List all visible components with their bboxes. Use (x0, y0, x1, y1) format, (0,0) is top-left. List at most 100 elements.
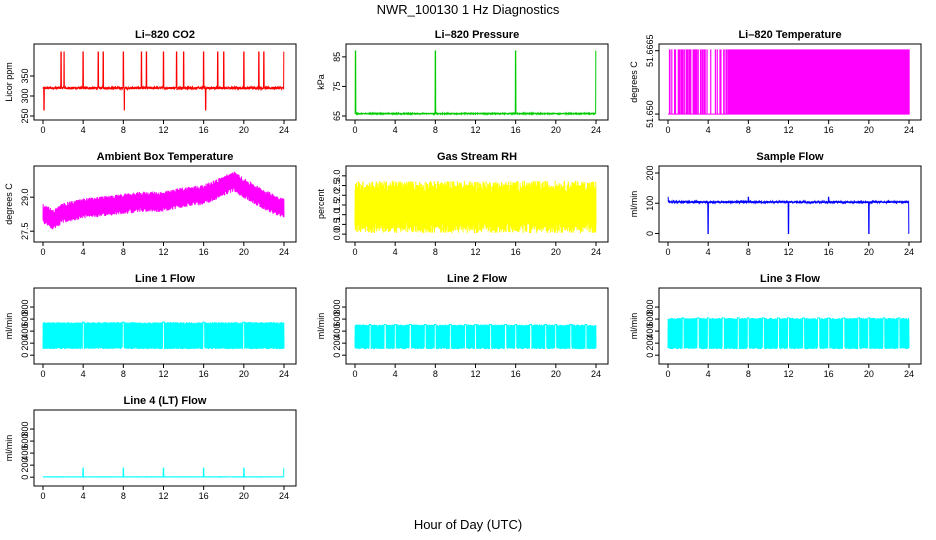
panel-5-plot-frame (345, 165, 609, 243)
panel-7-y-tick-label: 0 (20, 353, 30, 358)
panel-4-title: Ambient Box Temperature (97, 151, 234, 163)
panel-10-y-axis-label: ml/min (4, 435, 14, 462)
panel-1-x-tick-label: 16 (199, 125, 209, 135)
panel-4-y-axis-label: degrees C (4, 183, 14, 225)
panel-3-y-tick-label: 51.650 (645, 100, 655, 128)
panel-2-x-tick-label: 20 (551, 125, 561, 135)
panel-1-x-tick-label: 20 (239, 125, 249, 135)
panel-9-x-tick-label: 16 (824, 369, 834, 379)
panel-7-title: Line 1 Flow (135, 273, 195, 285)
panel-10-x-tick-label: 20 (239, 491, 249, 501)
panel-2-title: Li–820 Pressure (435, 29, 519, 41)
panel-10-y-tick-label: 0 (20, 475, 30, 480)
panel-4-y-tick-label: 29.0 (20, 188, 30, 206)
panel-5: Gas Stream RH 0 4 8 12 16 20 24 0.00.51.01.52.02… (316, 151, 609, 257)
panel-8-plot-frame (345, 287, 609, 365)
panel-10-x-tick-label: 4 (81, 491, 86, 501)
panel-2-y-tick-label: 75 (332, 81, 342, 91)
panel-2-x-tick-label: 4 (393, 125, 398, 135)
panel-8-title: Line 2 Flow (447, 273, 507, 285)
panel-3-x-tick-label: 24 (904, 125, 914, 135)
panel-6-series-line (667, 196, 910, 234)
panel-2-y-tick-label: 85 (332, 52, 342, 62)
panel-6-x-tick-label: 24 (904, 247, 914, 257)
panel-1-x-tick-label: 24 (279, 125, 289, 135)
panel-2-x-tick-label: 0 (352, 125, 357, 135)
panel-10-x-tick-label: 12 (158, 491, 168, 501)
panel-2-y-tick-label: 65 (332, 111, 342, 121)
panel-8-x-tick-label: 20 (551, 369, 561, 379)
panel-6-x-tick-label: 16 (824, 247, 834, 257)
panel-9-y-tick-label: 200 (645, 336, 655, 351)
panel-8-series-line (354, 324, 597, 350)
panel-10: Line 4 (LT) Flow 0 4 8 12 16 20 24 0 200400600800… (4, 395, 297, 501)
panel-1-title: Li–820 CO2 (135, 29, 195, 41)
panel-10-x-tick-label: 8 (121, 491, 126, 501)
panel-8-y-tick-label: 800 (332, 300, 342, 315)
panel-1-x-tick-label: 12 (158, 125, 168, 135)
panel-9-x-tick-label: 8 (746, 369, 751, 379)
panel-5-x-tick-label: 4 (393, 247, 398, 257)
panel-4-x-tick-label: 12 (158, 247, 168, 257)
panel-8-y-axis-label: ml/min (316, 313, 326, 340)
panel-7-x-tick-label: 24 (279, 369, 289, 379)
panel-7-x-tick-label: 0 (40, 369, 45, 379)
panel-7-y-tick-label: 600 (20, 312, 30, 327)
panel-6-title: Sample Flow (756, 151, 824, 163)
panel-4: Ambient Box Temperature 0 4 8 12 16 20 24 27.5 29… (4, 151, 297, 257)
panel-5-y-tick-label: 1.0 (332, 208, 342, 221)
panel-7-x-tick-label: 8 (121, 369, 126, 379)
panel-9-title: Line 3 Flow (760, 273, 820, 285)
panel-5-y-axis-label: percent (316, 188, 326, 219)
panel-3-x-tick-label: 0 (665, 125, 670, 135)
panel-7-y-tick-label: 800 (20, 300, 30, 315)
panel-2-x-tick-label: 16 (511, 125, 521, 135)
panel-2-x-tick-label: 12 (470, 125, 480, 135)
panel-5-title: Gas Stream RH (437, 151, 517, 163)
panel-10-x-tick-label: 16 (199, 491, 209, 501)
panel-4-series-line (42, 171, 285, 230)
panel-1-x-tick-label: 4 (81, 125, 86, 135)
panel-5-y-tick-label: 2.0 (332, 189, 342, 202)
panel-10-x-tick-label: 24 (279, 491, 289, 501)
panel-3-y-axis-label: degrees C (629, 61, 639, 103)
figure-title: NWR_100130 1 Hz Diagnostics (376, 2, 560, 17)
panel-3-x-tick-label: 16 (824, 125, 834, 135)
panel-3-x-tick-label: 4 (706, 125, 711, 135)
panel-10-y-tick-label: 200 (20, 458, 30, 473)
panel-1-y-tick-label: 350 (20, 68, 30, 83)
panel-8-y-tick-label: 0 (332, 353, 342, 358)
panel-2-x-tick-label: 24 (591, 125, 601, 135)
panel-5-x-tick-label: 12 (470, 247, 480, 257)
panel-9-x-tick-label: 12 (783, 369, 793, 379)
panel-9-x-tick-label: 24 (904, 369, 914, 379)
panel-9-y-tick-label: 400 (645, 324, 655, 339)
panel-7-x-tick-label: 4 (81, 369, 86, 379)
panel-5-x-tick-label: 0 (352, 247, 357, 257)
panel-9-y-tick-label: 800 (645, 300, 655, 315)
panel-7-y-axis-label: ml/min (4, 313, 14, 340)
panel-6-x-tick-label: 0 (665, 247, 670, 257)
panel-7-x-tick-label: 12 (158, 369, 168, 379)
panel-3-x-tick-label: 8 (746, 125, 751, 135)
panel-9-y-axis-label: ml/min (629, 313, 639, 340)
panel-5-x-tick-label: 16 (511, 247, 521, 257)
panel-6-plot-frame (658, 165, 922, 243)
panel-10-series-line (42, 467, 285, 478)
panel-9-y-tick-label: 600 (645, 312, 655, 327)
panel-8-x-tick-label: 0 (352, 369, 357, 379)
panel-2: Li–820 Pressure 0 4 8 12 16 20 24 65 75 85 kPa (316, 29, 609, 135)
panel-1-x-tick-label: 0 (40, 125, 45, 135)
panel-8-y-tick-label: 600 (332, 312, 342, 327)
panel-1-plot-frame (33, 43, 297, 121)
panel-4-x-tick-label: 0 (40, 247, 45, 257)
panel-7-y-tick-label: 400 (20, 324, 30, 339)
panel-6-x-tick-label: 12 (783, 247, 793, 257)
panel-1-y-tick-label: 250 (20, 108, 30, 123)
panel-9-x-tick-label: 4 (706, 369, 711, 379)
panel-2-y-axis-label: kPa (316, 74, 326, 90)
panel-9-y-tick-label: 0 (645, 353, 655, 358)
